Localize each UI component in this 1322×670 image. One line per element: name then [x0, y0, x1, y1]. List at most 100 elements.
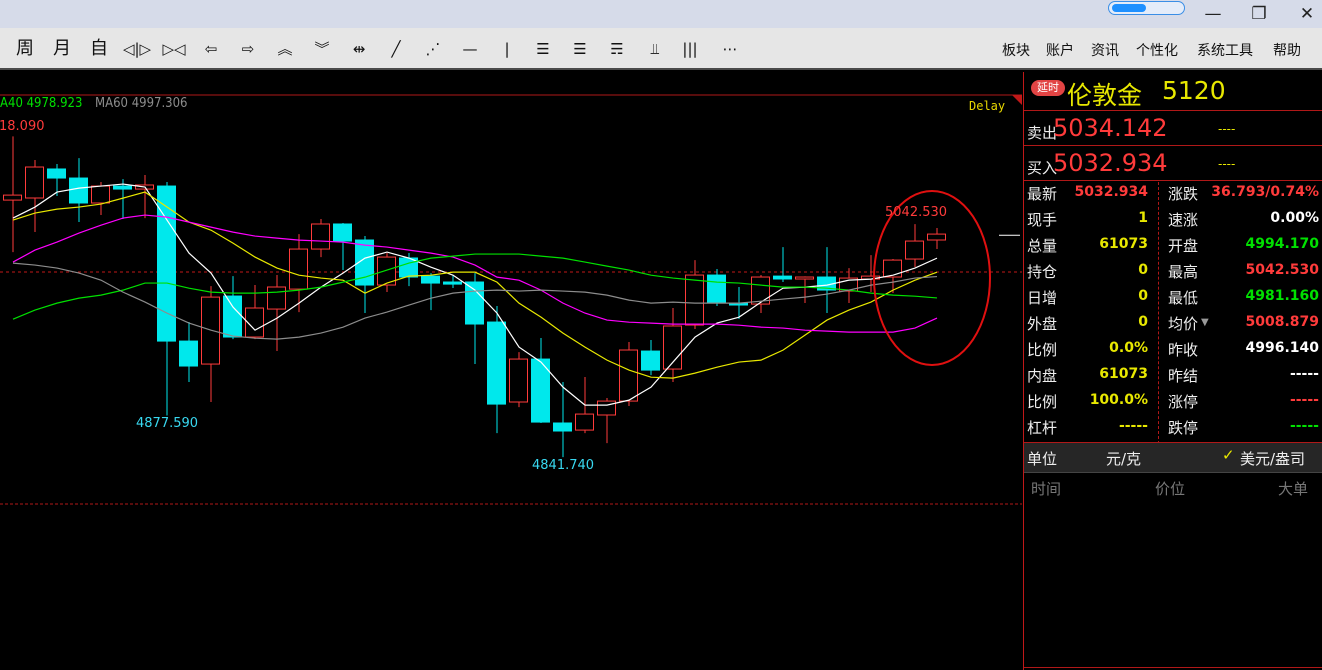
menu-1[interactable]: 账户 [1046, 43, 1074, 59]
arrow-right-icon[interactable]: ⇨ [241, 40, 255, 58]
delay-label: Delay [969, 99, 1006, 113]
stat-left-1: 现手 1 [1024, 209, 1148, 235]
expand-range-icon[interactable]: ⇹ [352, 40, 366, 58]
cycle-lines-icon[interactable]: ||| [682, 40, 698, 58]
zoom-in-icon[interactable]: ◁|▷ [122, 40, 152, 58]
stat-value: ----- [1289, 392, 1319, 408]
dropdown-icon[interactable]: ▼ [1201, 317, 1209, 328]
title-bar: — ❐ ✕ [0, 0, 1322, 28]
custom-period-button[interactable]: 自 [90, 38, 108, 59]
check-icon: ✓ [1222, 446, 1235, 464]
arrow-up-double-icon[interactable]: ︽ [277, 40, 293, 58]
ma-line-1 [12, 191, 938, 379]
candle-up [619, 349, 638, 402]
dashed-line-icon[interactable]: ⋰ [425, 40, 441, 58]
stat-value: 5042.530 [1245, 262, 1319, 278]
candle-up [245, 307, 264, 338]
stat-left-6: 比例 0.0% [1024, 339, 1148, 365]
arrow-left-icon[interactable]: ⇦ [204, 40, 218, 58]
progress-fill [1112, 4, 1146, 12]
stat-value: 61073 [1099, 236, 1148, 252]
stat-right-1: 速涨 0.00% [1165, 209, 1319, 235]
candle-up [905, 240, 924, 260]
candle-down [223, 295, 242, 338]
candle-down [157, 185, 176, 342]
percent-lines-icon[interactable]: ☰ [573, 40, 587, 58]
month-period-button[interactable]: 月 [53, 38, 71, 59]
horizontal-line-icon[interactable]: — [462, 40, 478, 58]
instrument-code: 5120 [1162, 76, 1226, 105]
candle-up [509, 358, 528, 403]
legend-ma60-value: 4997.306 [131, 96, 188, 111]
stat-right-2: 开盘 4994.170 [1165, 235, 1319, 261]
stat-label: 涨跌 [1168, 185, 1199, 203]
stat-value: 0 [1138, 288, 1148, 304]
zoom-out-icon[interactable]: ▷◁ [162, 40, 186, 58]
candle-up [597, 400, 616, 416]
stat-right-9: 跌停 ----- [1165, 417, 1319, 443]
divider [1024, 145, 1322, 146]
legend-ma60: MA60 4997.306 [95, 96, 188, 111]
kline-chart[interactable]: A40 4978.923 MA60 4997.306 Delay 18.090 … [0, 72, 1022, 670]
stat-label: 昨收 [1168, 341, 1199, 359]
fibonacci-icon[interactable]: ☴ [610, 40, 624, 58]
vertical-line-icon[interactable]: | [504, 40, 510, 58]
candle-down [179, 340, 198, 367]
menu-5[interactable]: 帮助 [1273, 43, 1301, 59]
recent-high-label: 5042.530 [885, 205, 948, 220]
candle-up [91, 185, 110, 204]
stat-label: 最新 [1027, 185, 1058, 203]
stat-left-7: 内盘 61073 [1024, 365, 1148, 391]
stat-left-8: 比例 100.0% [1024, 391, 1148, 417]
header-big-order: 大单 [1278, 480, 1309, 498]
ma-line-3 [12, 253, 938, 320]
buy-volume: ---- [1218, 157, 1236, 171]
divider [1024, 442, 1322, 443]
stat-value: 0.00% [1270, 210, 1319, 226]
menu-2[interactable]: 资讯 [1091, 43, 1119, 59]
close-button[interactable]: ✕ [1299, 4, 1315, 24]
gold-ratio-icon[interactable]: ☰ [536, 40, 550, 58]
stat-label: 涨停 [1168, 393, 1199, 411]
stat-label: 外盘 [1027, 315, 1058, 333]
stat-value: 4981.160 [1245, 288, 1319, 304]
arrow-down-double-icon[interactable]: ︾ [314, 40, 330, 58]
header-time: 时间 [1031, 480, 1062, 498]
buy-label: 买入 [1027, 159, 1058, 177]
buy-price: 5032.934 [1053, 149, 1168, 177]
more-icon[interactable]: ⋯ [722, 40, 738, 58]
stat-left-4: 日增 0 [1024, 287, 1148, 313]
measure-icon[interactable]: ⫫ [650, 40, 660, 58]
unit-label: 单位 [1027, 450, 1058, 468]
stat-label: 昨结 [1168, 367, 1199, 385]
divider [1024, 472, 1322, 473]
week-period-button[interactable]: 周 [16, 38, 34, 59]
stat-label: 跌停 [1168, 419, 1199, 437]
menu-0[interactable]: 板块 [1002, 43, 1030, 59]
stat-value: 4996.140 [1245, 340, 1319, 356]
legend-ma40-name: A40 [0, 96, 23, 111]
candle-up [883, 259, 902, 278]
divider [1024, 180, 1322, 181]
unit-option-yuan-gram[interactable]: 元/克 [1106, 450, 1142, 468]
candle-up [685, 274, 704, 326]
minimize-button[interactable]: — [1204, 4, 1222, 24]
line-draw-icon[interactable]: ╱ [391, 40, 401, 58]
stat-value: 5008.879 [1245, 314, 1319, 330]
menu-4[interactable]: 系统工具 [1197, 43, 1253, 59]
stat-left-2: 总量 61073 [1024, 235, 1148, 261]
stat-right-8: 涨停 ----- [1165, 391, 1319, 417]
maximize-button[interactable]: ❐ [1251, 4, 1267, 24]
candle-down [355, 239, 374, 286]
stat-value: 5032.934 [1074, 184, 1148, 200]
candle-up [3, 194, 22, 201]
stat-value: 61073 [1099, 366, 1148, 382]
stat-label: 最低 [1168, 289, 1199, 307]
stat-label: 总量 [1027, 237, 1058, 255]
unit-option-usd-ounce[interactable]: 美元/盎司 [1240, 450, 1306, 468]
stat-label: 最高 [1168, 263, 1199, 281]
legend-ma40: A40 4978.923 [0, 96, 82, 111]
stat-label: 杠杆 [1027, 419, 1058, 437]
low-label-2: 4841.740 [532, 458, 595, 473]
menu-3[interactable]: 个性化 [1136, 43, 1178, 59]
